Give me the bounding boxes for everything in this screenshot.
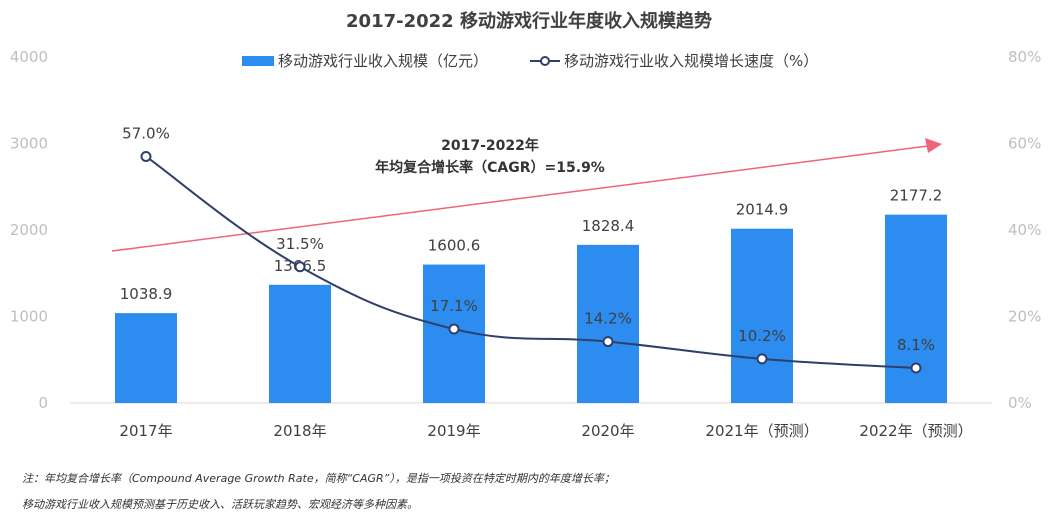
cagr-label-line2: 年均复合增长率（CAGR）=15.9%	[375, 159, 605, 176]
left-tick-label: 3000	[10, 135, 48, 153]
growth-line	[145, 155, 917, 369]
growth-point	[294, 261, 306, 273]
left-tick-label: 2000	[10, 221, 48, 239]
bar-value-label: 2177.2	[890, 187, 943, 205]
x-tick-label: 2020年	[581, 422, 634, 440]
x-tick-label: 2018年	[273, 422, 326, 440]
growth-value-label: 31.5%	[276, 235, 324, 253]
footnote-1: 注：年均复合增长率（Compound Average Growth Rate，简…	[22, 472, 615, 485]
left-tick-label: 4000	[10, 48, 48, 66]
bar	[731, 228, 793, 403]
footnote-2: 移动游戏行业收入规模预测基于历史收入、活跃玩家趋势、宏观经济等多种因素。	[22, 498, 418, 511]
x-tick-label: 2019年	[427, 422, 480, 440]
right-tick-label: 0%	[1008, 394, 1032, 412]
bar	[577, 244, 639, 403]
legend: 移动游戏行业收入规模（亿元） 移动游戏行业收入规模增长速度（%）	[242, 52, 818, 70]
legend-bar-swatch	[242, 56, 274, 66]
right-tick-label: 60%	[1008, 135, 1041, 153]
bar	[269, 284, 331, 403]
growth-value-label: 10.2%	[738, 327, 786, 345]
left-tick-label: 1000	[10, 308, 48, 326]
legend-line-label: 移动游戏行业收入规模增长速度（%）	[564, 52, 818, 70]
bar-value-label: 1038.9	[120, 285, 173, 303]
legend-bar-label: 移动游戏行业收入规模（亿元）	[278, 52, 488, 70]
growth-value-label: 57.0%	[122, 124, 170, 142]
growth-point	[448, 323, 460, 335]
left-tick-label: 0	[38, 394, 48, 412]
x-tick-label: 2017年	[119, 422, 172, 440]
bar-value-label: 1600.6	[428, 237, 481, 255]
growth-value-label: 17.1%	[430, 297, 478, 315]
cagr-label-line1: 2017-2022年	[441, 137, 539, 154]
bar	[885, 214, 947, 403]
right-tick-label: 80%	[1008, 48, 1041, 66]
x-tick-label: 2021年（预测）	[705, 422, 818, 440]
right-tick-label: 20%	[1008, 308, 1041, 326]
combo-chart: 2017-2022 移动游戏行业年度收入规模趋势 移动游戏行业收入规模（亿元） …	[10, 10, 1042, 440]
chart-title: 2017-2022 移动游戏行业年度收入规模趋势	[346, 10, 712, 32]
growth-point	[910, 362, 922, 374]
growth-value-label: 8.1%	[897, 336, 935, 354]
growth-point	[602, 336, 614, 348]
growth-point	[140, 150, 152, 162]
legend-line-marker	[540, 56, 550, 66]
bar-value-label: 2014.9	[736, 201, 789, 219]
bar	[115, 313, 177, 403]
cagr-arrow	[111, 138, 942, 252]
growth-value-label: 14.2%	[584, 310, 632, 328]
growth-point	[756, 353, 768, 365]
x-tick-label: 2022年（预测）	[859, 422, 972, 440]
right-tick-label: 40%	[1008, 221, 1041, 239]
bar-value-label: 1828.4	[582, 217, 635, 235]
